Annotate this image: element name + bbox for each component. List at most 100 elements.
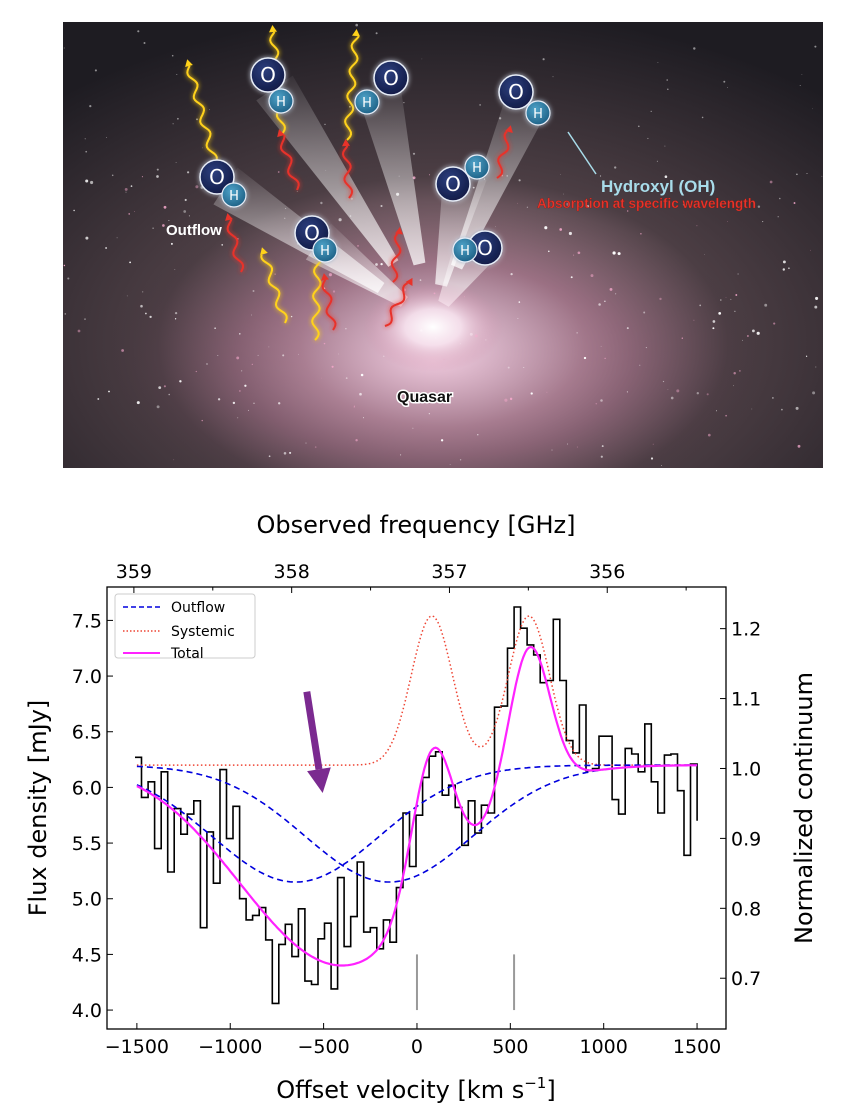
star: [814, 45, 817, 48]
star: [657, 62, 659, 63]
hydrogen-atom: [312, 237, 338, 263]
star: [720, 299, 722, 301]
star: [195, 370, 197, 373]
oxygen-atom: [498, 74, 534, 110]
total-model-curve: [136, 645, 698, 967]
star: [546, 391, 548, 393]
oh-molecule: OH: [435, 154, 490, 202]
star: [815, 366, 817, 368]
yellow-radiation-wave-head: [352, 29, 360, 37]
star: [664, 145, 666, 147]
oxygen-symbol: O: [260, 63, 276, 87]
star: [701, 116, 704, 119]
star: [560, 173, 561, 175]
star: [600, 455, 603, 458]
star: [733, 385, 734, 387]
star: [174, 311, 178, 315]
star: [195, 185, 199, 189]
x-tick-label: −1500: [105, 1036, 169, 1058]
star: [751, 408, 753, 410]
star: [73, 209, 75, 212]
star: [253, 402, 255, 404]
star: [734, 310, 736, 312]
star-field: [63, 23, 823, 466]
star: [63, 264, 66, 267]
star: [772, 397, 774, 399]
star: [179, 380, 182, 383]
star: [140, 304, 143, 308]
star: [67, 277, 70, 280]
right-tick-label: 0.7: [731, 968, 761, 990]
star: [174, 318, 177, 320]
star: [241, 370, 243, 372]
right-axis-title: Normalized continuum: [790, 672, 818, 944]
oxygen-atom: [435, 166, 471, 202]
x-axis-title-end: ]: [546, 1076, 555, 1104]
star: [176, 73, 178, 76]
star: [518, 301, 521, 303]
star: [405, 389, 407, 392]
star: [707, 433, 711, 437]
star: [170, 242, 173, 245]
star: [518, 179, 521, 182]
star: [764, 303, 768, 307]
red-absorption-wave-head: [405, 277, 413, 286]
star: [152, 227, 154, 229]
star: [647, 137, 649, 140]
star: [609, 287, 613, 291]
star: [90, 180, 94, 185]
star: [328, 273, 332, 277]
star: [650, 457, 654, 460]
star: [290, 315, 293, 318]
absorption-label: Absorption at specific wavelength: [537, 196, 756, 211]
star: [746, 335, 749, 337]
red-absorption-wave: [384, 282, 409, 327]
star: [111, 174, 114, 177]
star: [551, 449, 553, 451]
star: [779, 197, 781, 200]
star: [769, 180, 773, 184]
star: [757, 205, 761, 208]
star: [380, 204, 383, 208]
star: [795, 406, 799, 410]
quasar-label: Quasar: [397, 389, 452, 406]
star: [184, 198, 187, 202]
star: [349, 105, 351, 108]
outflow-beams: [213, 75, 548, 307]
star: [676, 389, 680, 393]
star: [693, 319, 695, 321]
star: [252, 290, 255, 292]
oxygen-symbol: O: [383, 66, 399, 90]
star: [696, 392, 699, 395]
y-tick-label: 6.0: [72, 777, 102, 799]
star: [298, 353, 299, 355]
oh-molecule: OH: [199, 159, 247, 208]
x-tick-label: 1500: [673, 1036, 721, 1058]
star: [712, 320, 716, 323]
star: [175, 162, 177, 164]
right-tick-label: 1.1: [731, 689, 761, 711]
oxygen-symbol: O: [209, 165, 225, 189]
star: [526, 206, 529, 208]
star: [726, 87, 728, 88]
hydrogen-symbol: H: [320, 244, 330, 259]
hydrogen-atom: [464, 154, 490, 180]
annotation-arrow-shaft: [303, 691, 323, 770]
star: [163, 385, 166, 388]
hydrogen-symbol: H: [276, 95, 286, 110]
star: [124, 187, 128, 191]
star: [477, 434, 479, 436]
star: [666, 79, 668, 81]
star: [544, 226, 548, 230]
star: [324, 123, 326, 126]
star: [403, 101, 405, 104]
star: [400, 454, 402, 456]
star: [353, 406, 355, 408]
star: [277, 171, 280, 173]
star: [812, 391, 816, 395]
legend-systemic-label: Systemic: [171, 624, 235, 640]
yellow-radiation-wave: [260, 254, 288, 324]
star: [559, 228, 563, 231]
